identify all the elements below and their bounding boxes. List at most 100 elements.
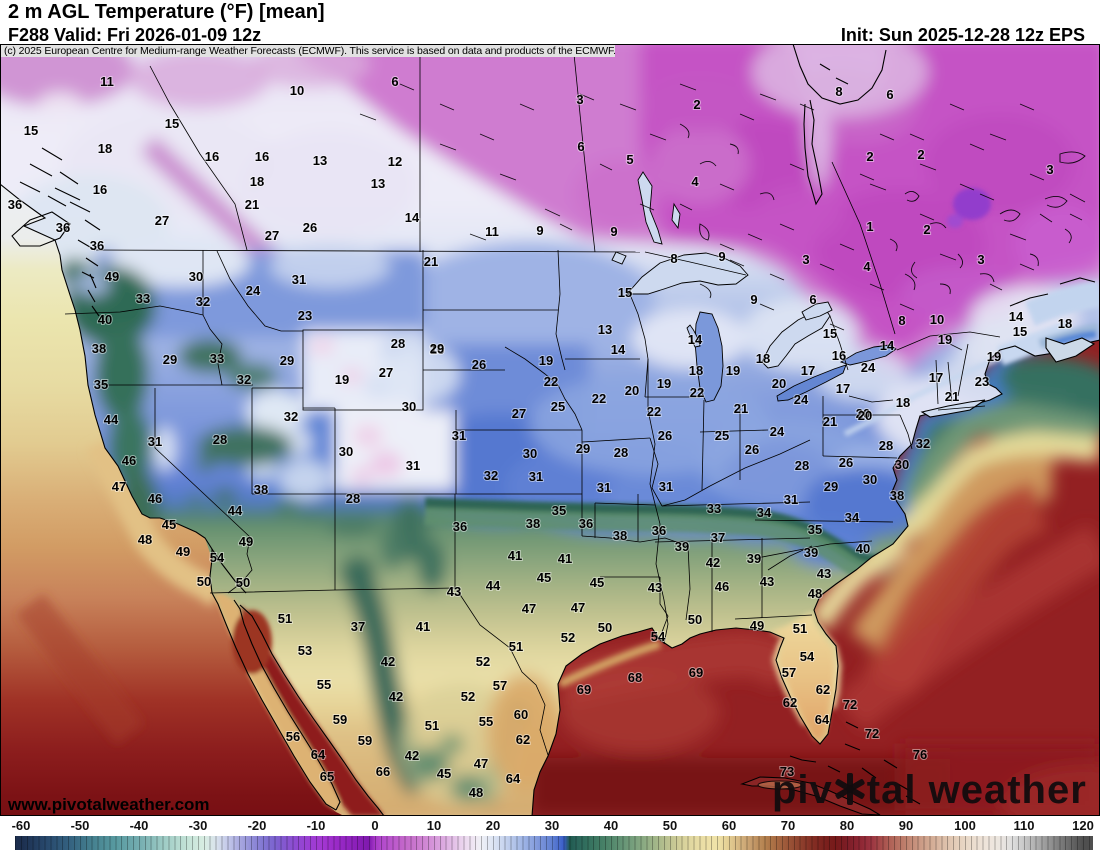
- svg-text:69: 69: [577, 682, 591, 697]
- svg-text:34: 34: [845, 510, 860, 525]
- svg-text:2: 2: [866, 149, 873, 164]
- svg-text:20: 20: [858, 408, 872, 423]
- svg-text:29: 29: [280, 353, 294, 368]
- svg-text:28: 28: [879, 438, 893, 453]
- svg-text:54: 54: [210, 550, 225, 565]
- svg-text:40: 40: [856, 541, 870, 556]
- svg-text:27: 27: [155, 213, 169, 228]
- svg-text:36: 36: [56, 220, 70, 235]
- svg-text:28: 28: [614, 445, 628, 460]
- svg-text:17: 17: [929, 370, 943, 385]
- svg-text:24: 24: [770, 424, 785, 439]
- svg-text:26: 26: [658, 428, 672, 443]
- svg-text:15: 15: [1013, 324, 1027, 339]
- svg-text:43: 43: [760, 574, 774, 589]
- svg-text:19: 19: [938, 332, 952, 347]
- svg-text:16: 16: [832, 348, 846, 363]
- svg-text:29: 29: [824, 479, 838, 494]
- svg-text:72: 72: [843, 697, 857, 712]
- svg-text:18: 18: [896, 395, 910, 410]
- svg-text:51: 51: [425, 718, 439, 733]
- svg-text:1: 1: [866, 219, 873, 234]
- svg-text:30: 30: [402, 399, 416, 414]
- svg-text:49: 49: [239, 534, 253, 549]
- svg-text:8: 8: [898, 313, 905, 328]
- svg-text:32: 32: [284, 409, 298, 424]
- svg-text:49: 49: [750, 618, 764, 633]
- svg-text:40: 40: [98, 312, 112, 327]
- svg-text:21: 21: [823, 414, 837, 429]
- svg-text:18: 18: [250, 174, 264, 189]
- svg-text:32: 32: [196, 294, 210, 309]
- svg-text:46: 46: [715, 579, 729, 594]
- svg-text:51: 51: [793, 621, 807, 636]
- svg-text:31: 31: [452, 428, 466, 443]
- svg-text:10: 10: [930, 312, 944, 327]
- svg-text:36: 36: [90, 238, 104, 253]
- svg-text:31: 31: [406, 458, 420, 473]
- svg-text:47: 47: [571, 600, 585, 615]
- svg-text:24: 24: [794, 392, 809, 407]
- svg-text:41: 41: [558, 551, 572, 566]
- svg-text:21: 21: [424, 254, 438, 269]
- svg-text:52: 52: [561, 630, 575, 645]
- svg-text:28: 28: [391, 336, 405, 351]
- svg-text:35: 35: [808, 522, 822, 537]
- svg-text:43: 43: [817, 566, 831, 581]
- svg-text:19: 19: [539, 353, 553, 368]
- svg-text:23: 23: [975, 374, 989, 389]
- svg-text:55: 55: [479, 714, 493, 729]
- svg-text:32: 32: [237, 372, 251, 387]
- svg-text:38: 38: [890, 488, 904, 503]
- svg-text:25: 25: [715, 428, 729, 443]
- svg-text:53: 53: [298, 643, 312, 658]
- svg-text:27: 27: [265, 228, 279, 243]
- svg-text:45: 45: [162, 517, 176, 532]
- svg-text:36: 36: [453, 519, 467, 534]
- svg-text:3: 3: [576, 92, 583, 107]
- svg-text:49: 49: [105, 269, 119, 284]
- svg-text:45: 45: [437, 766, 451, 781]
- svg-text:20: 20: [772, 376, 786, 391]
- svg-text:60: 60: [514, 707, 528, 722]
- svg-text:15: 15: [24, 123, 38, 138]
- svg-text:25: 25: [551, 399, 565, 414]
- svg-text:59: 59: [333, 712, 347, 727]
- svg-text:32: 32: [484, 468, 498, 483]
- svg-text:12: 12: [388, 154, 402, 169]
- svg-text:15: 15: [823, 326, 837, 341]
- svg-text:13: 13: [598, 322, 612, 337]
- svg-text:3: 3: [1046, 162, 1053, 177]
- svg-text:28: 28: [213, 432, 227, 447]
- svg-text:69: 69: [689, 665, 703, 680]
- svg-text:21: 21: [734, 401, 748, 416]
- svg-text:42: 42: [381, 654, 395, 669]
- svg-text:22: 22: [544, 374, 558, 389]
- svg-text:15: 15: [165, 116, 179, 131]
- svg-text:27: 27: [512, 406, 526, 421]
- svg-text:66: 66: [376, 764, 390, 779]
- svg-text:3: 3: [977, 252, 984, 267]
- svg-text:73: 73: [780, 764, 794, 779]
- svg-text:14: 14: [688, 332, 703, 347]
- svg-text:31: 31: [529, 469, 543, 484]
- svg-text:52: 52: [461, 689, 475, 704]
- svg-text:11: 11: [485, 224, 499, 239]
- svg-text:33: 33: [707, 501, 721, 516]
- svg-text:16: 16: [430, 342, 444, 357]
- svg-text:30: 30: [895, 457, 909, 472]
- svg-text:48: 48: [808, 586, 822, 601]
- svg-text:54: 54: [651, 629, 666, 644]
- svg-text:34: 34: [757, 505, 772, 520]
- svg-text:26: 26: [303, 220, 317, 235]
- svg-text:30: 30: [523, 446, 537, 461]
- svg-text:20: 20: [625, 383, 639, 398]
- svg-text:51: 51: [278, 611, 292, 626]
- svg-text:22: 22: [690, 385, 704, 400]
- svg-text:68: 68: [628, 670, 642, 685]
- svg-text:30: 30: [863, 472, 877, 487]
- svg-text:26: 26: [472, 357, 486, 372]
- svg-text:38: 38: [92, 341, 106, 356]
- svg-text:62: 62: [816, 682, 830, 697]
- svg-text:50: 50: [197, 574, 211, 589]
